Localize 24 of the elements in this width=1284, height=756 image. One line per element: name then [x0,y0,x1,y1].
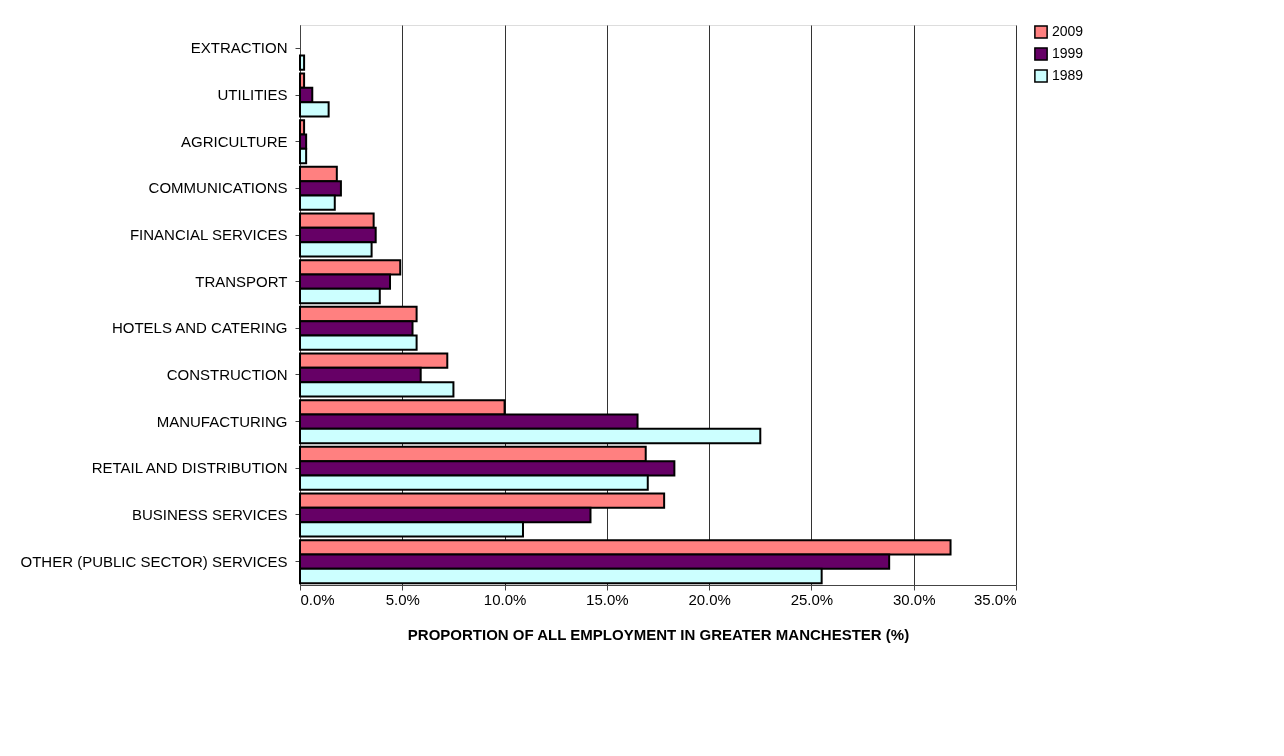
x-axis-title: PROPORTION OF ALL EMPLOYMENT IN GREATER MANCHESTER (%) [407,625,910,643]
y-tick-label: BUSINESS SERVICES [131,506,288,523]
legend-label: 2009 [1052,23,1084,39]
x-tick-label: 0.0% [300,590,335,608]
y-tick-label: FINANCIAL SERVICES [129,226,288,243]
x-tick-label: 15.0% [586,590,629,608]
y-tick-label: AGRICULTURE [181,132,288,150]
y-tick-label: HOTELS AND CATERING [111,319,288,337]
y-tick-label: TRANSPORT [195,272,288,290]
y-tick-label: UTILITIES [217,86,288,103]
legend-label: 1999 [1052,45,1084,61]
legend-label: 1989 [1052,67,1084,83]
y-tick-label: EXTRACTION [190,39,288,57]
y-tick-label: CONSTRUCTION [166,366,288,383]
y-tick-label: RETAIL AND DISTRIBUTION [91,459,288,477]
y-tick-label: MANUFACTURING [156,412,288,430]
x-tick-label: 25.0% [790,590,834,608]
x-tick-label: 35.0% [973,590,1017,608]
y-tick-label: OTHER (PUBLIC SECTOR) SERVICES [20,552,288,570]
y-tick-label: COMMUNICATIONS [148,179,288,197]
x-tick-label: 30.0% [892,590,936,608]
x-tick-label: 20.0% [688,590,731,608]
x-tick-label: 10.0% [483,590,527,608]
x-tick-label: 5.0% [385,590,420,608]
